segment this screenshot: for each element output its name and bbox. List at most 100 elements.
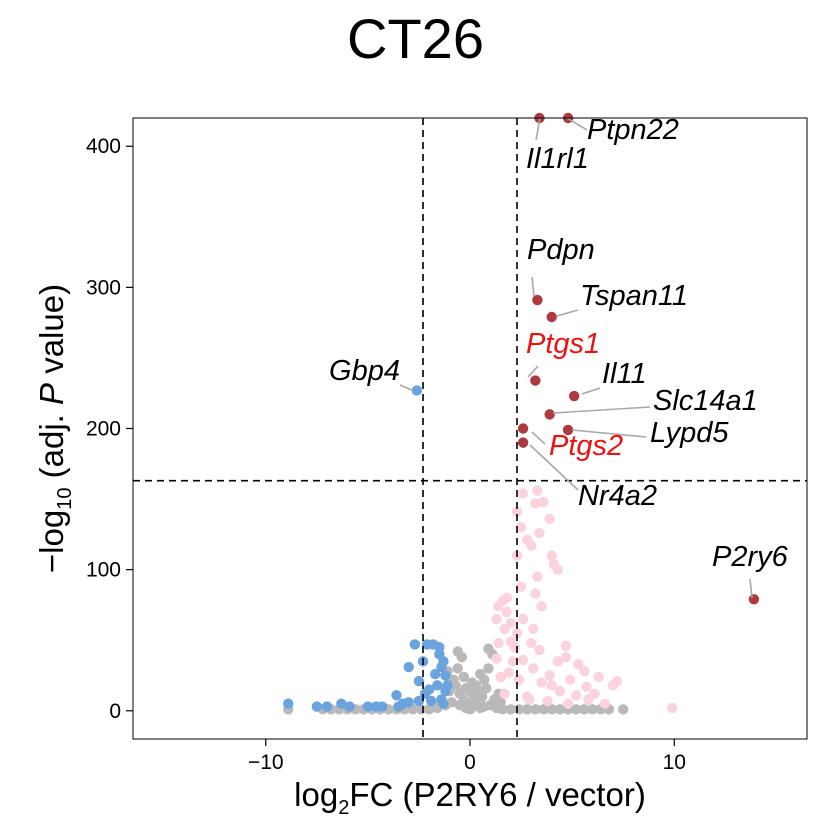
leader-line (581, 387, 601, 395)
y-axis-label-middle: (adj. (33, 405, 70, 488)
point-down (413, 675, 425, 687)
point-ns (587, 704, 598, 715)
point-up (748, 594, 760, 605)
point-ns (454, 699, 465, 711)
point-ns (546, 704, 557, 715)
gene-label: Ptgs1 (526, 328, 600, 360)
point-up-minor (517, 654, 529, 666)
point-down (434, 649, 445, 660)
gene-label: P2ry6 (712, 541, 789, 573)
point-up-minor (534, 644, 545, 656)
point-up-minor (546, 550, 557, 561)
y-axis-label-subscript: 10 (54, 488, 76, 510)
leader-line (749, 578, 753, 599)
point-down (409, 639, 421, 650)
point-up-minor (530, 588, 541, 599)
point-up-minor (491, 653, 502, 664)
leader-line (529, 444, 579, 491)
y-tick-label: 400 (86, 135, 121, 158)
point-down (436, 661, 447, 673)
point-up-minor (515, 522, 527, 533)
leader-line (531, 276, 535, 297)
gene-label: Nr4a2 (578, 480, 657, 512)
point-up-minor (542, 695, 553, 707)
x-axis-label-suffix: FC (P2RY6 / vector) (349, 776, 645, 813)
point-down (403, 697, 414, 708)
x-tick-label: −10 (248, 751, 284, 774)
point-ns (423, 704, 435, 715)
gene-label: Tspan11 (580, 280, 688, 312)
leader-line (571, 429, 647, 438)
point-ns (495, 697, 506, 708)
point-down (321, 701, 333, 712)
point-ns (571, 704, 582, 715)
point-up-minor (593, 671, 604, 683)
point-ns (617, 704, 629, 715)
point-ns (521, 704, 533, 715)
point-ns (479, 701, 490, 712)
point-up (546, 311, 557, 323)
point-ns (446, 697, 457, 708)
y-tick-label: 300 (86, 276, 121, 299)
point-ns (483, 663, 494, 674)
y-tick-label: 0 (109, 700, 121, 723)
y-axis-label-italic: P (33, 383, 70, 405)
point-up-minor (509, 642, 521, 653)
point-ns (505, 704, 517, 715)
point-up-minor (560, 640, 572, 652)
point-up-minor (511, 506, 523, 517)
point-up (532, 294, 543, 306)
point-up-minor (532, 485, 543, 496)
x-tick-label: 0 (464, 751, 476, 774)
y-tick-label: 200 (86, 418, 121, 441)
point-up-minor (536, 601, 547, 612)
point-down (391, 690, 402, 701)
point-up-minor (554, 685, 566, 697)
point-up-minor (517, 488, 529, 499)
point-up-minor (667, 702, 678, 714)
point-up (517, 437, 529, 448)
point-up-minor (544, 513, 555, 525)
point-up-minor (493, 601, 504, 612)
point-down (344, 701, 355, 712)
point-up-minor (526, 540, 537, 551)
point-up-minor (511, 627, 523, 639)
x-tick-label: 10 (663, 751, 686, 774)
point-down (393, 701, 404, 712)
point-up (530, 375, 541, 386)
y-axis-label-prefix: −log (33, 510, 70, 573)
point-down (430, 668, 441, 680)
point-up-minor (532, 571, 543, 582)
point-up-minor (493, 637, 504, 649)
chart-title: CT26 (347, 7, 484, 70)
point-up-minor (528, 663, 539, 674)
point-up-minor (499, 688, 510, 700)
point-up-minor (544, 670, 555, 681)
point-up-minor (503, 667, 515, 678)
leader-line (535, 117, 541, 141)
point-up-minor (507, 656, 519, 667)
point-ns (483, 643, 494, 654)
point-up-minor (491, 613, 502, 625)
y-axis-label: −log10 (adj. P value) (33, 284, 76, 573)
point-down (425, 695, 437, 707)
gene-label: Il1rl1 (526, 143, 589, 175)
point-down (413, 695, 425, 707)
point-ns (530, 704, 541, 715)
point-ns (579, 704, 590, 715)
point-ns (538, 704, 549, 715)
point-up-minor (517, 613, 529, 625)
leader-line (556, 309, 579, 317)
point-up (517, 423, 529, 434)
point-up-minor (524, 694, 535, 705)
point-up-minor (534, 527, 545, 539)
point-down (283, 698, 294, 709)
point-up-minor (562, 698, 574, 709)
point-up-minor (581, 681, 592, 692)
point-up-minor (515, 581, 527, 592)
point-up-minor (564, 674, 576, 685)
gene-label: Ptgs2 (549, 430, 623, 462)
point-up-minor (583, 694, 594, 705)
point-up-minor (552, 564, 564, 575)
